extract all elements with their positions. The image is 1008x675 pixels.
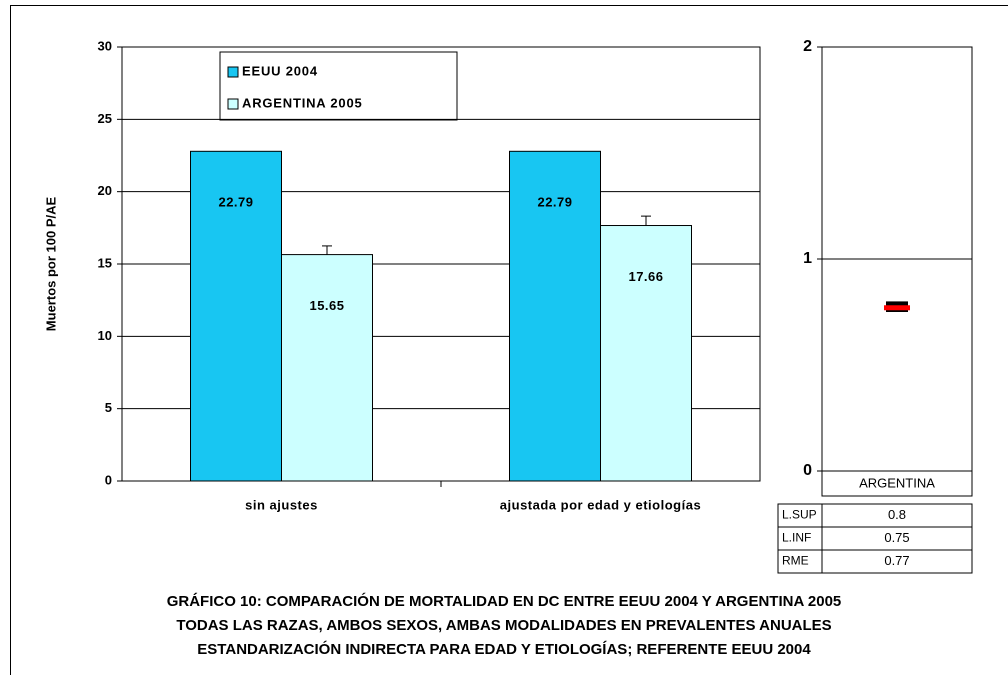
bar [190,150,282,482]
legend-label: EEUU 2004 [242,63,318,78]
table-value: 0.8 [888,507,906,522]
table-cell [821,549,973,574]
legend-swatch [227,98,239,110]
caption: TODAS LAS RAZAS, AMBOS SEXOS, AMBAS MODA… [176,617,831,634]
value-label: 22.79 [537,195,572,210]
caption: GRÁFICO 10: COMPARACIÓN DE MORTALIDAD EN… [167,592,842,610]
table [777,470,973,574]
y-tick-label: 2 [803,38,812,55]
x-tick-label: ajustada por edad y etiologías [500,497,701,512]
bar [600,225,692,482]
y-tick-label: 0 [803,462,812,479]
table-value: 0.77 [884,553,909,568]
table-cell [821,470,973,497]
y-tick-label: 0 [105,472,112,487]
row-label: RME [782,554,809,568]
bar [281,254,373,482]
point-estimate [884,305,910,311]
x-tick-label: ARGENTINA [859,475,935,490]
page-border [10,5,1008,675]
y-tick-label: 1 [803,250,812,267]
value-label: 22.79 [218,195,253,210]
row-label: L.INF [782,531,811,545]
y-tick-label: 25 [98,111,112,126]
y-tick-label: 20 [98,183,112,198]
x-tick-label: sin ajustes [245,497,318,512]
row-label: L.SUP [782,508,817,522]
value-label: 15.65 [309,298,344,313]
y-tick-label: 5 [105,400,112,415]
legend-swatch [227,66,239,78]
y-tick-label: 30 [98,38,112,53]
table-value: 0.75 [884,530,909,545]
bar [509,150,601,482]
y-tick-label: 15 [98,255,112,270]
caption: ESTANDARIZACIÓN INDIRECTA PARA EDAD Y ET… [197,640,811,658]
y-tick-label: 10 [98,328,112,343]
legend-label: ARGENTINA 2005 [242,95,363,110]
value-label: 17.66 [628,269,663,284]
y-axis-label: Muertos por 100 P/AE [43,196,58,331]
legend [219,51,458,121]
